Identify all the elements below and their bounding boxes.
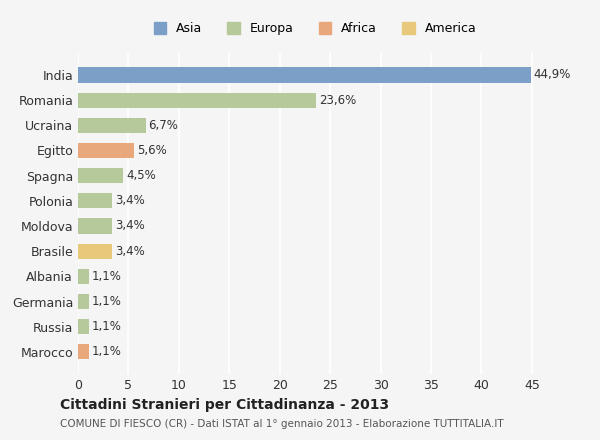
Text: COMUNE DI FIESCO (CR) - Dati ISTAT al 1° gennaio 2013 - Elaborazione TUTTITALIA.: COMUNE DI FIESCO (CR) - Dati ISTAT al 1°… xyxy=(60,419,503,429)
Text: 44,9%: 44,9% xyxy=(534,69,571,81)
Bar xyxy=(78,168,124,183)
Bar xyxy=(78,294,89,309)
Bar xyxy=(78,344,89,359)
Text: 3,4%: 3,4% xyxy=(115,245,145,258)
Bar xyxy=(78,218,112,234)
Text: 1,1%: 1,1% xyxy=(92,320,122,333)
Bar xyxy=(78,143,134,158)
Bar xyxy=(78,193,112,209)
Bar xyxy=(78,319,89,334)
Bar xyxy=(78,67,531,83)
Bar xyxy=(78,244,112,259)
Text: 3,4%: 3,4% xyxy=(115,194,145,207)
Bar xyxy=(78,269,89,284)
Text: 23,6%: 23,6% xyxy=(319,94,356,106)
Bar xyxy=(78,92,316,108)
Text: 6,7%: 6,7% xyxy=(149,119,178,132)
Text: 1,1%: 1,1% xyxy=(92,270,122,283)
Legend: Asia, Europa, Africa, America: Asia, Europa, Africa, America xyxy=(149,17,481,40)
Bar xyxy=(78,118,146,133)
Text: 3,4%: 3,4% xyxy=(115,220,145,232)
Text: 1,1%: 1,1% xyxy=(92,295,122,308)
Text: 5,6%: 5,6% xyxy=(137,144,167,157)
Text: 4,5%: 4,5% xyxy=(127,169,156,182)
Text: 1,1%: 1,1% xyxy=(92,345,122,358)
Text: Cittadini Stranieri per Cittadinanza - 2013: Cittadini Stranieri per Cittadinanza - 2… xyxy=(60,398,389,412)
